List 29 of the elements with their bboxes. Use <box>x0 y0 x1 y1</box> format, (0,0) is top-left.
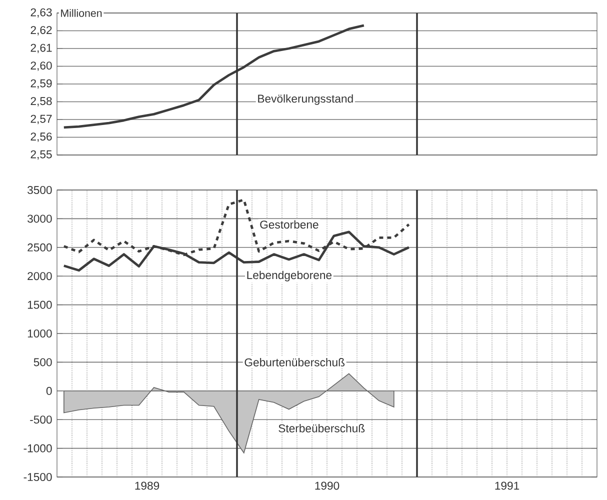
y-tick-label: 2,61 <box>30 44 52 54</box>
series-label: Gestorbene <box>260 220 318 229</box>
y-tick-label: -500 <box>30 416 52 424</box>
y-tick-label: -1500 <box>24 473 52 482</box>
y-tick-label: 1000 <box>28 330 52 338</box>
series-label: Lebendgeborene <box>247 270 332 282</box>
y-tick-label: 2,55 <box>30 150 52 160</box>
y-tick-label: 2,62 <box>30 26 52 36</box>
y-tick-label: 3000 <box>28 214 52 223</box>
annotation: Geburtenüberschuß <box>244 358 345 366</box>
text: Bevölkerungsstand <box>258 94 353 105</box>
y-tick-label: 2,59 <box>30 79 52 89</box>
y-tick-label: 2500 <box>28 243 52 252</box>
y-tick-label: 1500 <box>28 300 52 309</box>
y-tick-label: 2,56 <box>30 132 52 142</box>
y-tick-label: 500 <box>34 358 52 366</box>
y-tick-label: 2,63 <box>30 8 52 18</box>
y-tick-label: 2,60 <box>30 62 52 71</box>
x-tick-label: 1991 <box>495 482 520 490</box>
y-tick-label: -1000 <box>24 444 52 452</box>
y-tick-label: 0 <box>46 386 52 395</box>
y-tick-label: 2000 <box>28 272 52 280</box>
x-tick-label: 1989 <box>135 482 160 490</box>
x-tick-label: 1990 <box>315 482 340 490</box>
y-tick-label: 2,57 <box>30 114 52 124</box>
y-tick-label: 3500 <box>28 186 52 194</box>
y-tick-label: 2,58 <box>30 97 52 106</box>
annotation: Sterbeüberschuß <box>278 424 365 432</box>
y-axis-title: Millionen <box>61 9 102 17</box>
